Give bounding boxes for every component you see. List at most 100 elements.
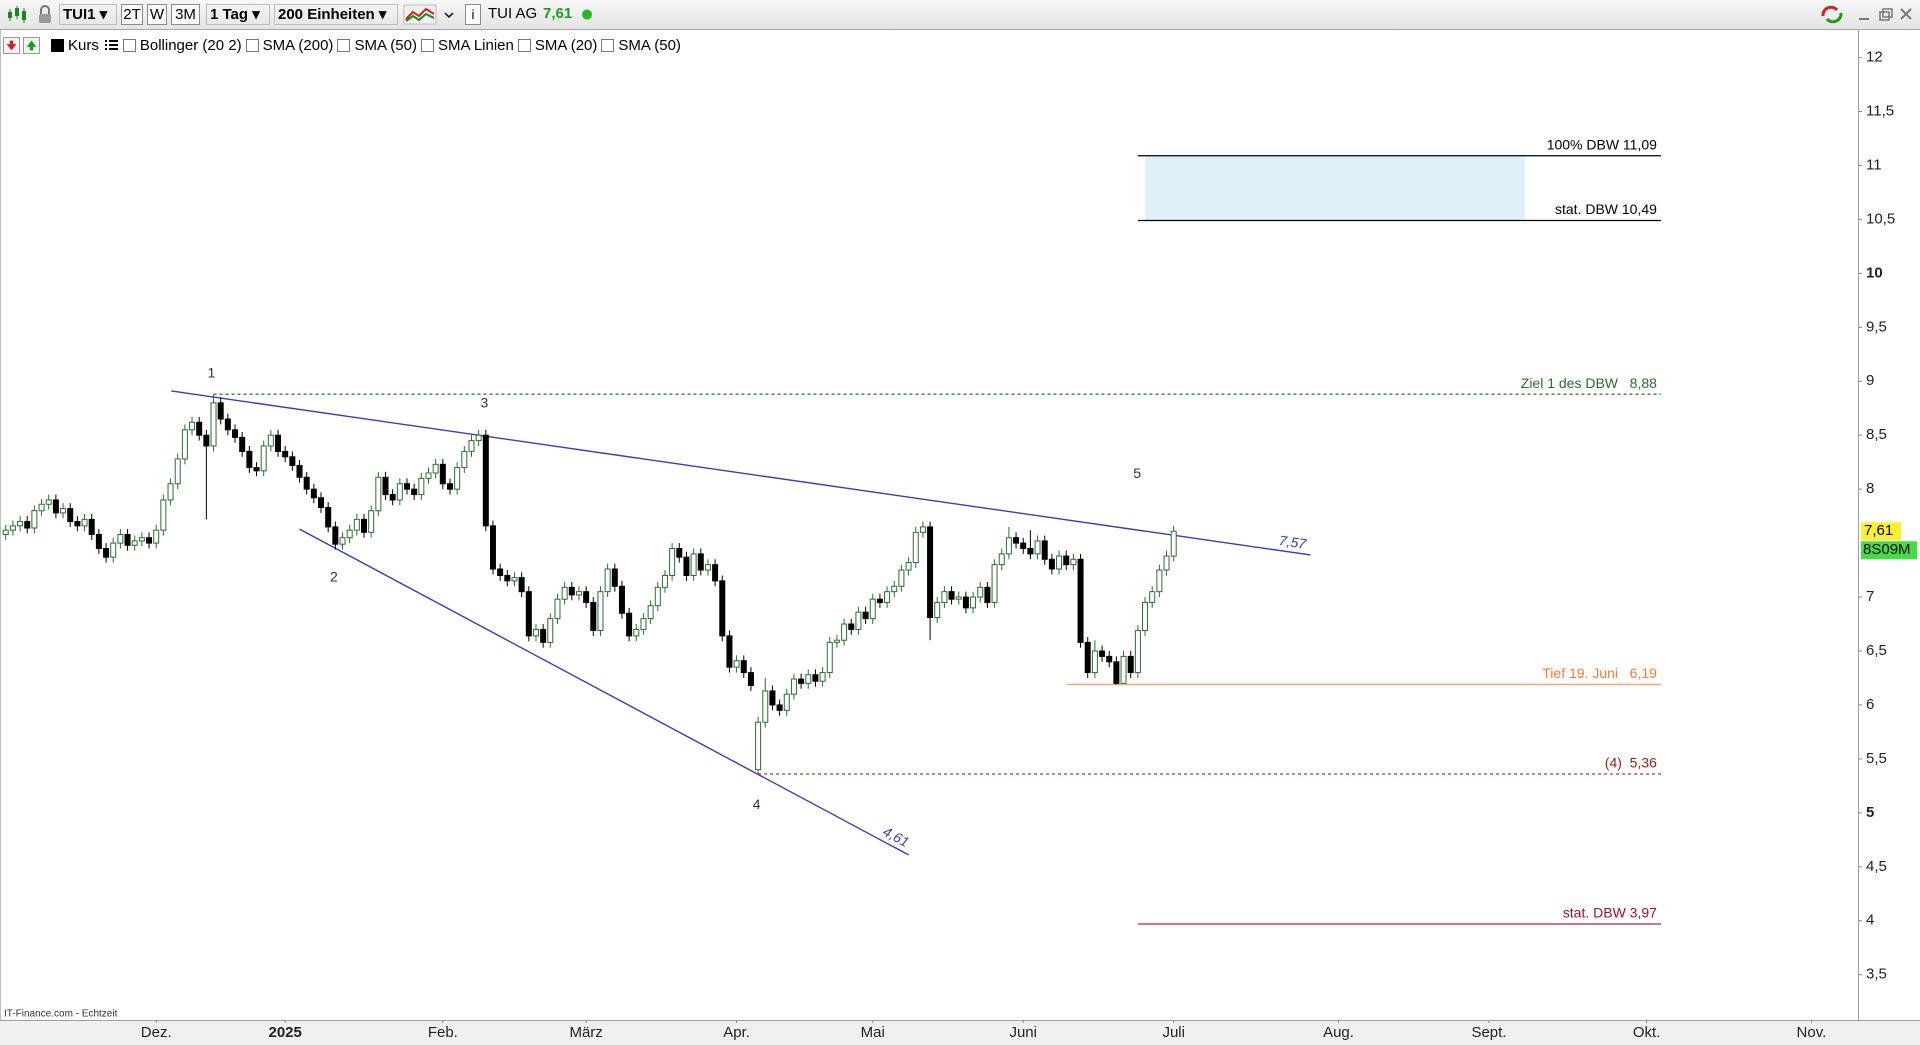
candle-body xyxy=(540,628,547,643)
candle-body xyxy=(719,580,726,637)
candle-body xyxy=(640,618,647,630)
candle-body xyxy=(24,521,31,529)
candle-body xyxy=(511,577,518,582)
candle-body xyxy=(67,508,74,523)
x-tick-label: Dez. xyxy=(141,1024,172,1041)
indicator-toggle[interactable]: SMA (20) xyxy=(517,36,598,54)
indicator-toggle[interactable]: SMA (200) xyxy=(245,36,334,54)
indicator-label: SMA (200) xyxy=(262,36,334,54)
candle-body xyxy=(876,598,883,603)
candle-body xyxy=(325,507,332,528)
code-label: 8S09M xyxy=(1863,541,1911,558)
candle-body xyxy=(776,704,783,711)
sell-button[interactable] xyxy=(3,36,20,54)
indicator-toggle[interactable]: Bollinger (20 2) xyxy=(122,36,242,54)
level-label: (4) 5,36 xyxy=(1605,755,1657,771)
candle-body xyxy=(1013,537,1020,544)
candle-body xyxy=(704,564,711,571)
chart-type-select[interactable] xyxy=(403,4,458,25)
candle-body xyxy=(912,531,919,564)
candle-body xyxy=(1149,591,1156,603)
y-tick-label: 8 xyxy=(1866,480,1874,497)
candle-body xyxy=(819,672,826,682)
candle-body xyxy=(38,503,45,512)
candle-body xyxy=(977,586,984,598)
candle-body xyxy=(332,526,339,545)
candle-body xyxy=(196,421,203,436)
trendline xyxy=(171,390,1311,556)
x-tick-label: Apr. xyxy=(723,1024,750,1041)
sync-icon[interactable] xyxy=(1818,4,1846,25)
level-label: stat. DBW 10,49 xyxy=(1555,201,1657,217)
y-tick-label: 4,5 xyxy=(1866,858,1887,875)
candle-body xyxy=(798,678,805,684)
candle-body xyxy=(726,635,733,668)
candle-body xyxy=(396,483,403,501)
candle-body xyxy=(1041,540,1048,560)
candle-body xyxy=(869,598,876,620)
period-button[interactable]: W xyxy=(147,4,167,25)
candle-body xyxy=(146,537,153,544)
candle-body xyxy=(676,548,683,558)
candle-body xyxy=(282,450,289,458)
candle-body xyxy=(525,591,532,637)
indicator-label: SMA (50) xyxy=(354,36,417,54)
y-tick-label: 9,5 xyxy=(1866,318,1887,335)
buy-button[interactable] xyxy=(23,36,40,54)
candle-body xyxy=(468,440,475,452)
candle-body xyxy=(439,463,446,485)
candle-body xyxy=(855,611,862,630)
candle-body xyxy=(848,623,855,630)
candle-body xyxy=(17,521,24,527)
candle-body xyxy=(669,548,676,576)
candle-body xyxy=(296,464,303,478)
candle-body xyxy=(755,721,762,771)
period-button[interactable]: 3M xyxy=(171,4,200,25)
indicator-label: SMA (20) xyxy=(534,36,598,54)
indicator-toggle[interactable]: SMA (50) xyxy=(601,37,681,54)
lock-icon[interactable] xyxy=(37,4,53,25)
candle-body xyxy=(45,499,52,505)
y-tick-label: 8,5 xyxy=(1866,426,1887,443)
indicator-toggle[interactable]: SMA Linien xyxy=(420,37,514,54)
y-tick-label: 4 xyxy=(1866,912,1874,929)
info-button[interactable]: i xyxy=(465,4,481,25)
candle-body xyxy=(905,562,912,571)
candle-body xyxy=(375,476,382,512)
list-icon[interactable] xyxy=(103,37,120,54)
candle-body xyxy=(970,596,977,609)
candle-body xyxy=(1120,655,1127,684)
level-label: Tief 19. Juni 6,19 xyxy=(1542,665,1657,681)
symbol-select[interactable]: TUI1 ▾ xyxy=(59,4,117,25)
candle-body xyxy=(1163,555,1170,571)
period-button[interactable]: 2T xyxy=(121,4,143,25)
interval-select[interactable]: 1 Tag ▾ xyxy=(206,4,270,25)
candle-body xyxy=(475,434,482,442)
indicator-toggle[interactable]: SMA (50) xyxy=(337,37,417,54)
symbol: TUI1 xyxy=(63,6,96,23)
candle-body xyxy=(1142,601,1149,632)
candle-body xyxy=(52,499,59,514)
candle-body xyxy=(310,488,317,499)
candle-body xyxy=(138,537,145,542)
candle-body xyxy=(203,434,210,447)
candle-body xyxy=(489,525,496,570)
candle-body xyxy=(1020,542,1027,550)
candle-body xyxy=(131,540,138,546)
wave-label: 5 xyxy=(1133,465,1141,481)
candle-body xyxy=(590,601,597,632)
price-toggle[interactable]: Kurs xyxy=(51,37,99,54)
candle-body xyxy=(318,497,325,508)
candle-body xyxy=(232,429,239,438)
candle-body xyxy=(446,483,453,490)
y-tick-label: 11 xyxy=(1866,156,1882,173)
candle-body xyxy=(783,693,790,711)
window-controls[interactable] xyxy=(1856,4,1916,25)
y-tick-label: 3,5 xyxy=(1866,966,1887,983)
candle-body xyxy=(167,483,174,501)
level-label: stat. DBW 3,97 xyxy=(1563,905,1657,921)
units-select[interactable]: 200 Einheiten ▾ xyxy=(274,4,398,25)
indicator-label: Bollinger (20 2) xyxy=(139,36,242,54)
x-tick-label: März xyxy=(569,1024,602,1041)
candle-icon[interactable] xyxy=(6,4,28,25)
